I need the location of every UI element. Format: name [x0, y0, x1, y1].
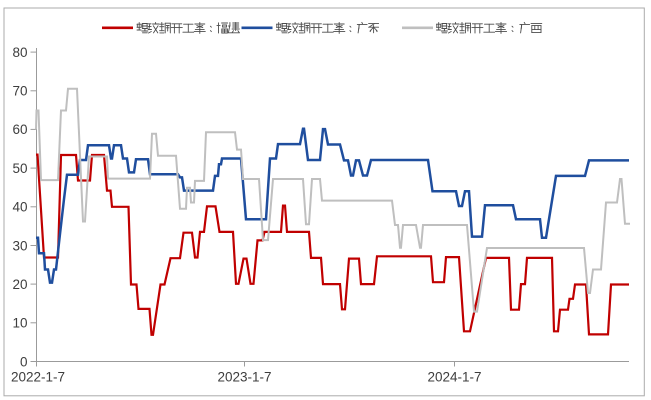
svg-text:0: 0	[20, 354, 28, 369]
svg-text:20: 20	[12, 277, 27, 292]
svg-text:50: 50	[12, 161, 27, 176]
svg-text:70: 70	[12, 84, 27, 99]
svg-text:2024-1-7: 2024-1-7	[427, 370, 481, 385]
svg-text:10: 10	[12, 316, 27, 331]
svg-text:80: 80	[12, 45, 27, 60]
svg-text:2022-1-7: 2022-1-7	[11, 370, 65, 385]
svg-text:30: 30	[12, 238, 27, 253]
svg-text:60: 60	[12, 122, 27, 137]
svg-text:40: 40	[12, 200, 27, 215]
svg-text:2023-1-7: 2023-1-7	[217, 370, 271, 385]
